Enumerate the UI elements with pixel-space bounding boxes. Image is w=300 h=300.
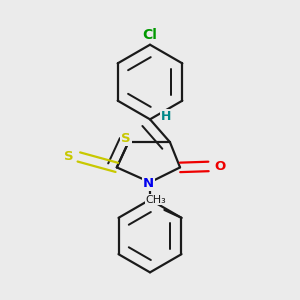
Text: H: H [161, 110, 172, 123]
Text: O: O [215, 160, 226, 173]
Text: Cl: Cl [142, 28, 158, 41]
Text: S: S [64, 151, 73, 164]
Text: N: N [143, 177, 154, 190]
Text: CH₃: CH₃ [146, 194, 166, 205]
Text: S: S [121, 132, 131, 145]
